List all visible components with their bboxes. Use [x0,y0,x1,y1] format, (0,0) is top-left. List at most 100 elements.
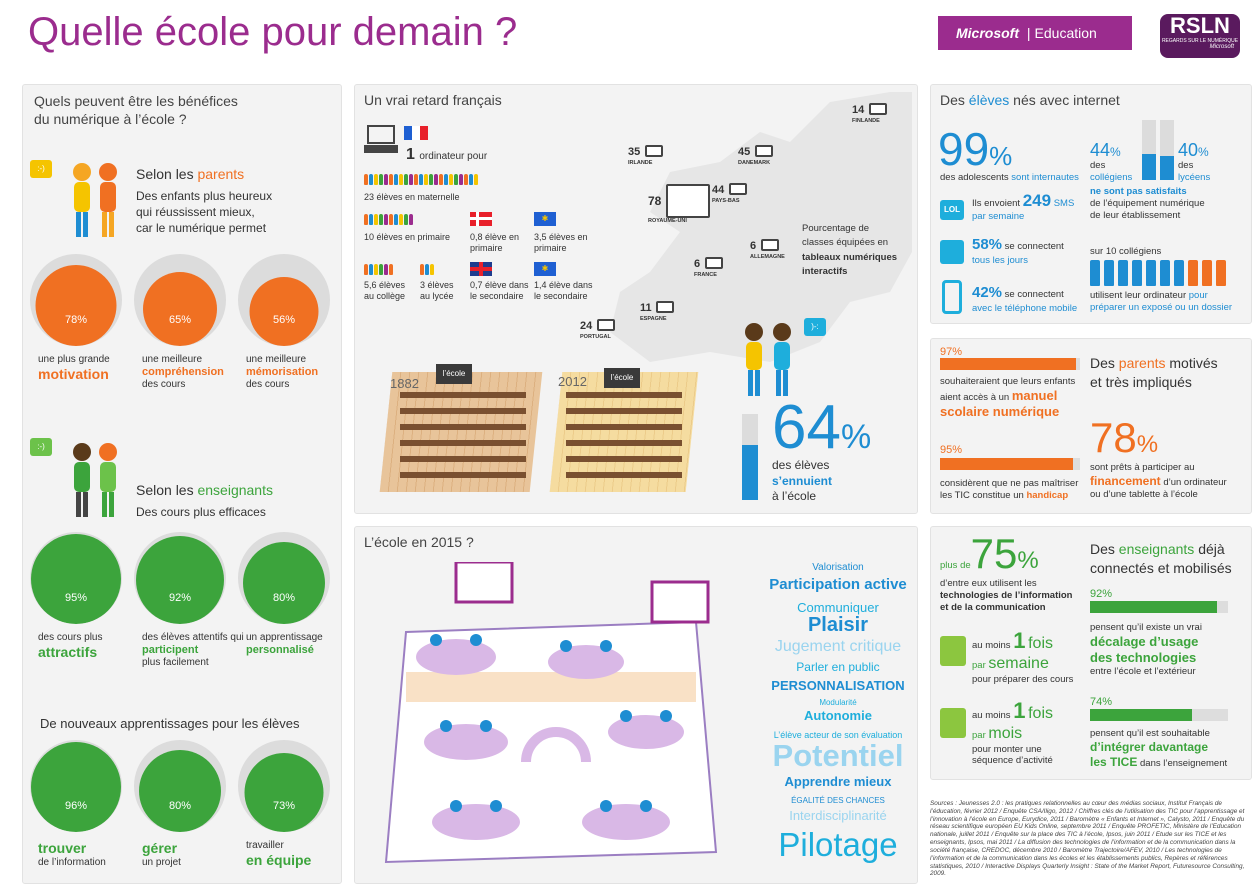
stat-75: plus de75% [940,530,1039,577]
bored-bar [742,414,758,500]
teachers-desc: Des cours plus efficaces [136,505,266,519]
teachers-title: Selon les enseignants [136,482,273,498]
cloud-word: Participation active [769,576,907,593]
person-icon [464,174,468,185]
uk-flag-icon [470,262,492,276]
teachers-connected-heading: Des enseignants déjà connectés et mobilis… [1090,541,1232,576]
ratio-secondaire-uk: 0,7 élève dans le secondaire [470,280,529,302]
people-row [364,174,479,186]
stat-circle-fill [143,272,217,346]
lol-sms-icon: LOL [940,200,964,220]
person-icon [399,174,403,185]
person-icon [430,264,434,275]
stat-circle-fill [139,750,221,832]
person-icon [444,174,448,185]
stat-circle-pct: 78% [64,314,88,326]
country-marker: 78 ROYAUME-UNI [648,184,710,224]
person-icon [369,174,373,185]
p95-label: 95% [940,444,963,456]
bored-caption: des élèves s’ennuient à l’école [772,458,833,504]
ratio-maternelle: 23 élèves en maternelle [364,192,460,202]
stat-circle: 78% [30,254,122,346]
stat-circle: 96% [30,740,122,832]
person-icon [439,174,443,185]
cloud-word: Valorisation [812,562,864,573]
cloud-word: Jugement critique [774,638,902,655]
t74-bar [1090,709,1228,721]
person-icon [1160,260,1170,286]
stat-99: 99% [938,123,1013,175]
person-icon [394,174,398,185]
parents-title: Selon les parents [136,166,245,182]
people-row [364,264,394,276]
country-marker: 24 PORTUGAL [580,316,615,340]
country-marker: 6 FRANCE [694,254,723,278]
teachers-figure-icon [60,440,130,520]
french-delay-heading: Un vrai retard français [364,92,502,108]
person-icon [379,264,383,275]
rsln-logo: RSLN REGARDS SUR LE NUMÉRIQUE Microsoft [1160,14,1240,58]
mobile-phone-icon [942,280,962,314]
blackboard-icon: l’école [604,368,640,388]
desks-1882 [400,392,526,488]
person-icon [394,214,398,225]
stat-circle-pct: 96% [64,800,88,812]
p97-caption: souhaiteraient que leurs enfants aient ac… [940,376,1076,420]
lycee-bar [1160,120,1174,180]
country-marker: 35 IRLANDE [628,142,663,166]
college-bar [1142,120,1156,180]
person-icon [424,174,428,185]
microsoft-wordmark: Microsoft [956,25,1019,41]
country-marker: 45 DANEMARK [738,142,773,166]
p95-caption: considèrent que ne pas maîtriser les TIC … [940,478,1079,501]
p97-bar [940,358,1080,370]
stat-circle-fill [243,542,325,624]
stat-circle-pct: 80% [272,592,296,604]
t74-label: 74% [1090,696,1113,708]
stat-40: 40% [1178,140,1209,160]
person-icon [389,264,393,275]
europe-map [590,92,912,362]
ratio-college-fr: 5,6 élèves au collège [364,280,406,302]
t92-bar [1090,601,1228,613]
person-icon [364,174,368,185]
cloud-word: Apprendre mieux [784,774,892,789]
p95-bar [940,458,1080,470]
stat-circle-fill [249,277,319,346]
stat-75-caption: d’entre eux utilisent les technologies de… [940,578,1073,613]
cloud-word: Communiquer [797,600,879,615]
person-icon [459,174,463,185]
parents-figure-icon [60,160,130,240]
stat-circle-pct: 80% [168,800,192,812]
cloud-word: Plaisir [807,614,869,636]
calendar-icon [940,240,964,264]
desks-2012 [566,392,682,488]
person-icon [379,214,383,225]
sms-stat: Ils envoient 249 SMS par semaine [972,191,1075,223]
students-figure-icon [740,320,800,400]
person-icon [374,174,378,185]
person-icon [384,174,388,185]
stat-caption: trouver de l’information [38,840,106,868]
person-icon [389,174,393,185]
learn-heading: De nouveaux apprentissages pour les élèv… [40,716,300,731]
ten-collegiens: sur 10 collégiens [1090,246,1162,257]
ratio-primaire-fr: 10 élèves en primaire [364,232,451,242]
person-icon [1202,260,1212,286]
stat-circle: 56% [238,254,330,346]
denmark-flag-icon [470,212,492,226]
t92-caption: pensent qu’il existe un vrai décalage d’u… [1090,622,1202,678]
stat-caption: une meilleure mémorisation des cours [246,354,319,391]
person-icon [364,264,368,275]
daily-stat: 58% se connectent tous les jours [972,236,1064,266]
stat-circle-fill [35,265,117,346]
stat-circle-fill [31,742,121,832]
parents-panel [930,338,1252,514]
t92-label: 92% [1090,588,1113,600]
cloud-word: L’élève acteur de son évaluation [773,730,903,740]
stat-circle-fill [31,534,121,624]
future-classroom-illustration [376,560,722,878]
person-icon [384,214,388,225]
year-1882: 1882 [390,376,419,391]
stat-44-caption: des collégiens [1090,160,1133,183]
